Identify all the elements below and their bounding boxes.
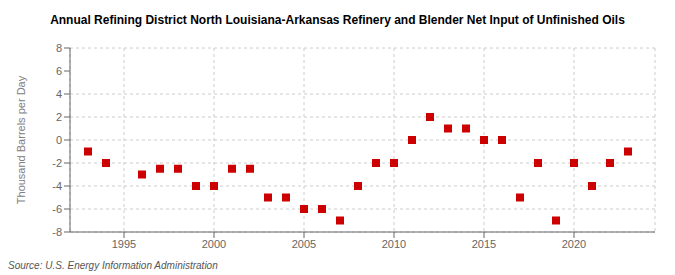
html-text:Source: U.S. Energy Informatio: Source: U.S. Energy Information Administ… [8, 260, 218, 271]
svg-text:2005: 2005 [292, 238, 316, 250]
svg-text:2010: 2010 [382, 238, 406, 250]
svg-text:-6: -6 [52, 203, 62, 215]
svg-text:1995: 1995 [112, 238, 136, 250]
svg-text:2000: 2000 [202, 238, 226, 250]
svg-text:6: 6 [56, 65, 62, 77]
svg-text:Thousand Barrels per Day: Thousand Barrels per Day [15, 75, 27, 204]
svg-text:2020: 2020 [562, 238, 586, 250]
svg-text:4: 4 [56, 88, 62, 100]
svg-text:0: 0 [56, 134, 62, 146]
svg-text:-2: -2 [52, 157, 62, 169]
svg-text:-8: -8 [52, 226, 62, 238]
html-text:Annual Refining District North: Annual Refining District North Louisiana… [50, 12, 625, 27]
svg-text:-4: -4 [52, 180, 62, 192]
svg-text:2: 2 [56, 111, 62, 123]
svg-text:2015: 2015 [472, 238, 496, 250]
svg-text:8: 8 [56, 42, 62, 54]
